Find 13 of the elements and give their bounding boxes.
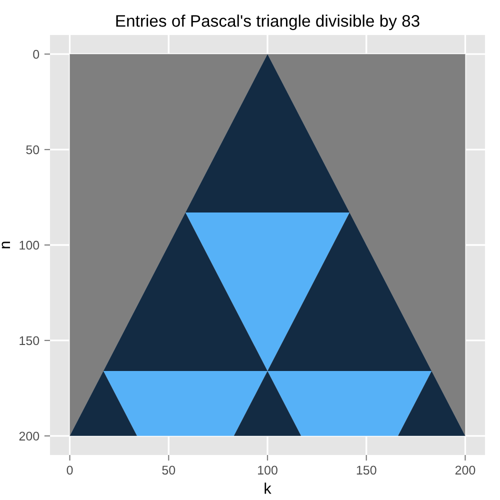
y-tick-label: 200: [19, 432, 40, 441]
y-axis-title: n: [2, 242, 10, 248]
x-tick-label: 100: [258, 466, 278, 475]
x-tick-label: 50: [162, 466, 176, 475]
x-axis-title: k: [264, 482, 272, 494]
x-tick-label: 0: [66, 466, 73, 475]
chart-title: Entries of Pascal's triangle divisible by 83: [116, 14, 420, 30]
y-tick-label: 150: [20, 336, 40, 346]
y-tick-label: 0: [33, 50, 40, 59]
y-tick-label: 50: [26, 145, 40, 154]
x-tick-label: 150: [356, 466, 376, 475]
y-tick-label: 100: [20, 240, 40, 250]
x-tick-label: 200: [455, 466, 476, 475]
